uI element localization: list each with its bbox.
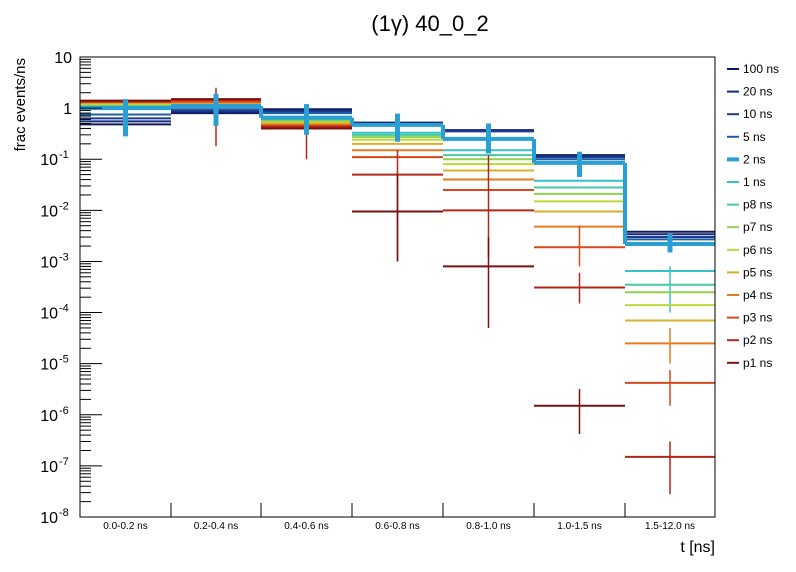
y-tick-label: 1 [63,101,72,118]
y-tick-label: 10 [40,357,58,374]
y-axis-label: frac events/ns [12,58,29,151]
legend-label: 10 ns [743,107,772,121]
x-tick-label: 0.6-0.8 ns [375,521,419,532]
legend-label: p3 ns [743,311,772,325]
legend-label: p8 ns [743,198,772,212]
y-tick-exponent: -4 [59,303,69,315]
y-tick-exponent: -3 [59,251,69,263]
legend-label: p6 ns [743,243,772,257]
y-tick-label: 10 [40,459,58,476]
y-tick-label: 10 [40,152,58,169]
x-tick-label: 0.0-0.2 ns [103,521,147,532]
axes-layer: 10-810-710-610-510-410-310-210 -11100.0-0… [40,50,716,532]
legend-label: p4 ns [743,288,772,302]
legend-label: 1 ns [743,175,766,189]
y-tick-label: 10 [40,254,58,271]
legend-label: 100 ns [743,62,779,76]
y-tick-exponent: -8 [59,507,69,519]
legend-label: p7 ns [743,220,772,234]
x-tick-label: 0.8-1.0 ns [466,521,510,532]
y-tick-exponent: -7 [59,456,69,468]
y-tick-exponent: -1 [59,149,69,161]
x-tick-label: 1.5-12.0 ns [645,521,695,532]
legend-label: 5 ns [743,130,766,144]
y-tick-label: 10 [40,203,58,220]
y-tick-exponent: -2 [59,200,69,212]
y-tick-label: 10 [54,50,72,67]
series-p2-ns [80,87,715,495]
legend: 100 ns 20 ns 10 ns 5 ns 2 ns 1 ns p8 ns p7 ns p6… [727,62,779,370]
chart-title: (1γ) 40_0_2 [371,11,488,36]
legend-label: 20 ns [743,85,772,99]
y-tick-exponent: -6 [59,405,69,417]
legend-label: p2 ns [743,333,772,347]
y-tick-label: 10 [40,510,58,527]
y-tick-label: 10 [40,306,58,323]
x-tick-label: 0.2-0.4 ns [194,521,238,532]
y-tick-label: 10 [40,408,58,425]
x-tick-label: 1.0-1.5 ns [557,521,601,532]
y-tick-exponent: -5 [59,354,69,366]
histogram-layer [80,87,715,495]
plot-frame [79,56,716,518]
legend-label: p5 ns [743,265,772,279]
legend-label: p1 ns [743,356,772,370]
x-axis-label: t [ns] [680,539,715,556]
legend-label: 2 ns [743,152,766,166]
x-tick-label: 0.4-0.6 ns [284,521,328,532]
